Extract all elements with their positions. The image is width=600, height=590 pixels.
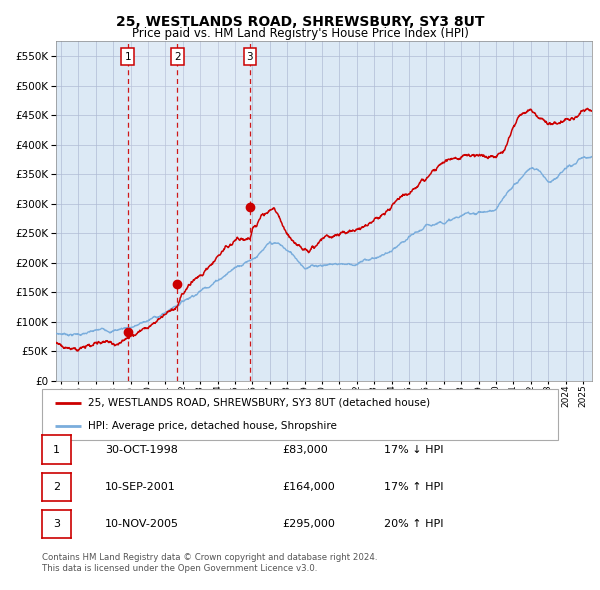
Text: 2: 2 — [174, 51, 181, 61]
Bar — [128, 41, 178, 381]
Text: £83,000: £83,000 — [282, 445, 328, 454]
FancyBboxPatch shape — [42, 389, 558, 440]
Text: 1: 1 — [124, 51, 131, 61]
Text: 20% ↑ HPI: 20% ↑ HPI — [384, 519, 443, 529]
Text: HPI: Average price, detached house, Shropshire: HPI: Average price, detached house, Shro… — [88, 421, 337, 431]
Text: Price paid vs. HM Land Registry's House Price Index (HPI): Price paid vs. HM Land Registry's House … — [131, 27, 469, 40]
Text: 3: 3 — [247, 51, 253, 61]
Text: £164,000: £164,000 — [282, 482, 335, 491]
Text: 10-NOV-2005: 10-NOV-2005 — [105, 519, 179, 529]
Text: 2: 2 — [53, 482, 60, 491]
Text: 17% ↓ HPI: 17% ↓ HPI — [384, 445, 443, 454]
Text: 30-OCT-1998: 30-OCT-1998 — [105, 445, 178, 454]
Text: Contains HM Land Registry data © Crown copyright and database right 2024.
This d: Contains HM Land Registry data © Crown c… — [42, 553, 377, 573]
Text: 17% ↑ HPI: 17% ↑ HPI — [384, 482, 443, 491]
Bar — [178, 41, 250, 381]
Text: 1: 1 — [53, 445, 60, 454]
Text: 25, WESTLANDS ROAD, SHREWSBURY, SY3 8UT: 25, WESTLANDS ROAD, SHREWSBURY, SY3 8UT — [116, 15, 484, 29]
Text: 3: 3 — [53, 519, 60, 529]
Text: 10-SEP-2001: 10-SEP-2001 — [105, 482, 176, 491]
Text: 25, WESTLANDS ROAD, SHREWSBURY, SY3 8UT (detached house): 25, WESTLANDS ROAD, SHREWSBURY, SY3 8UT … — [88, 398, 431, 408]
Text: £295,000: £295,000 — [282, 519, 335, 529]
